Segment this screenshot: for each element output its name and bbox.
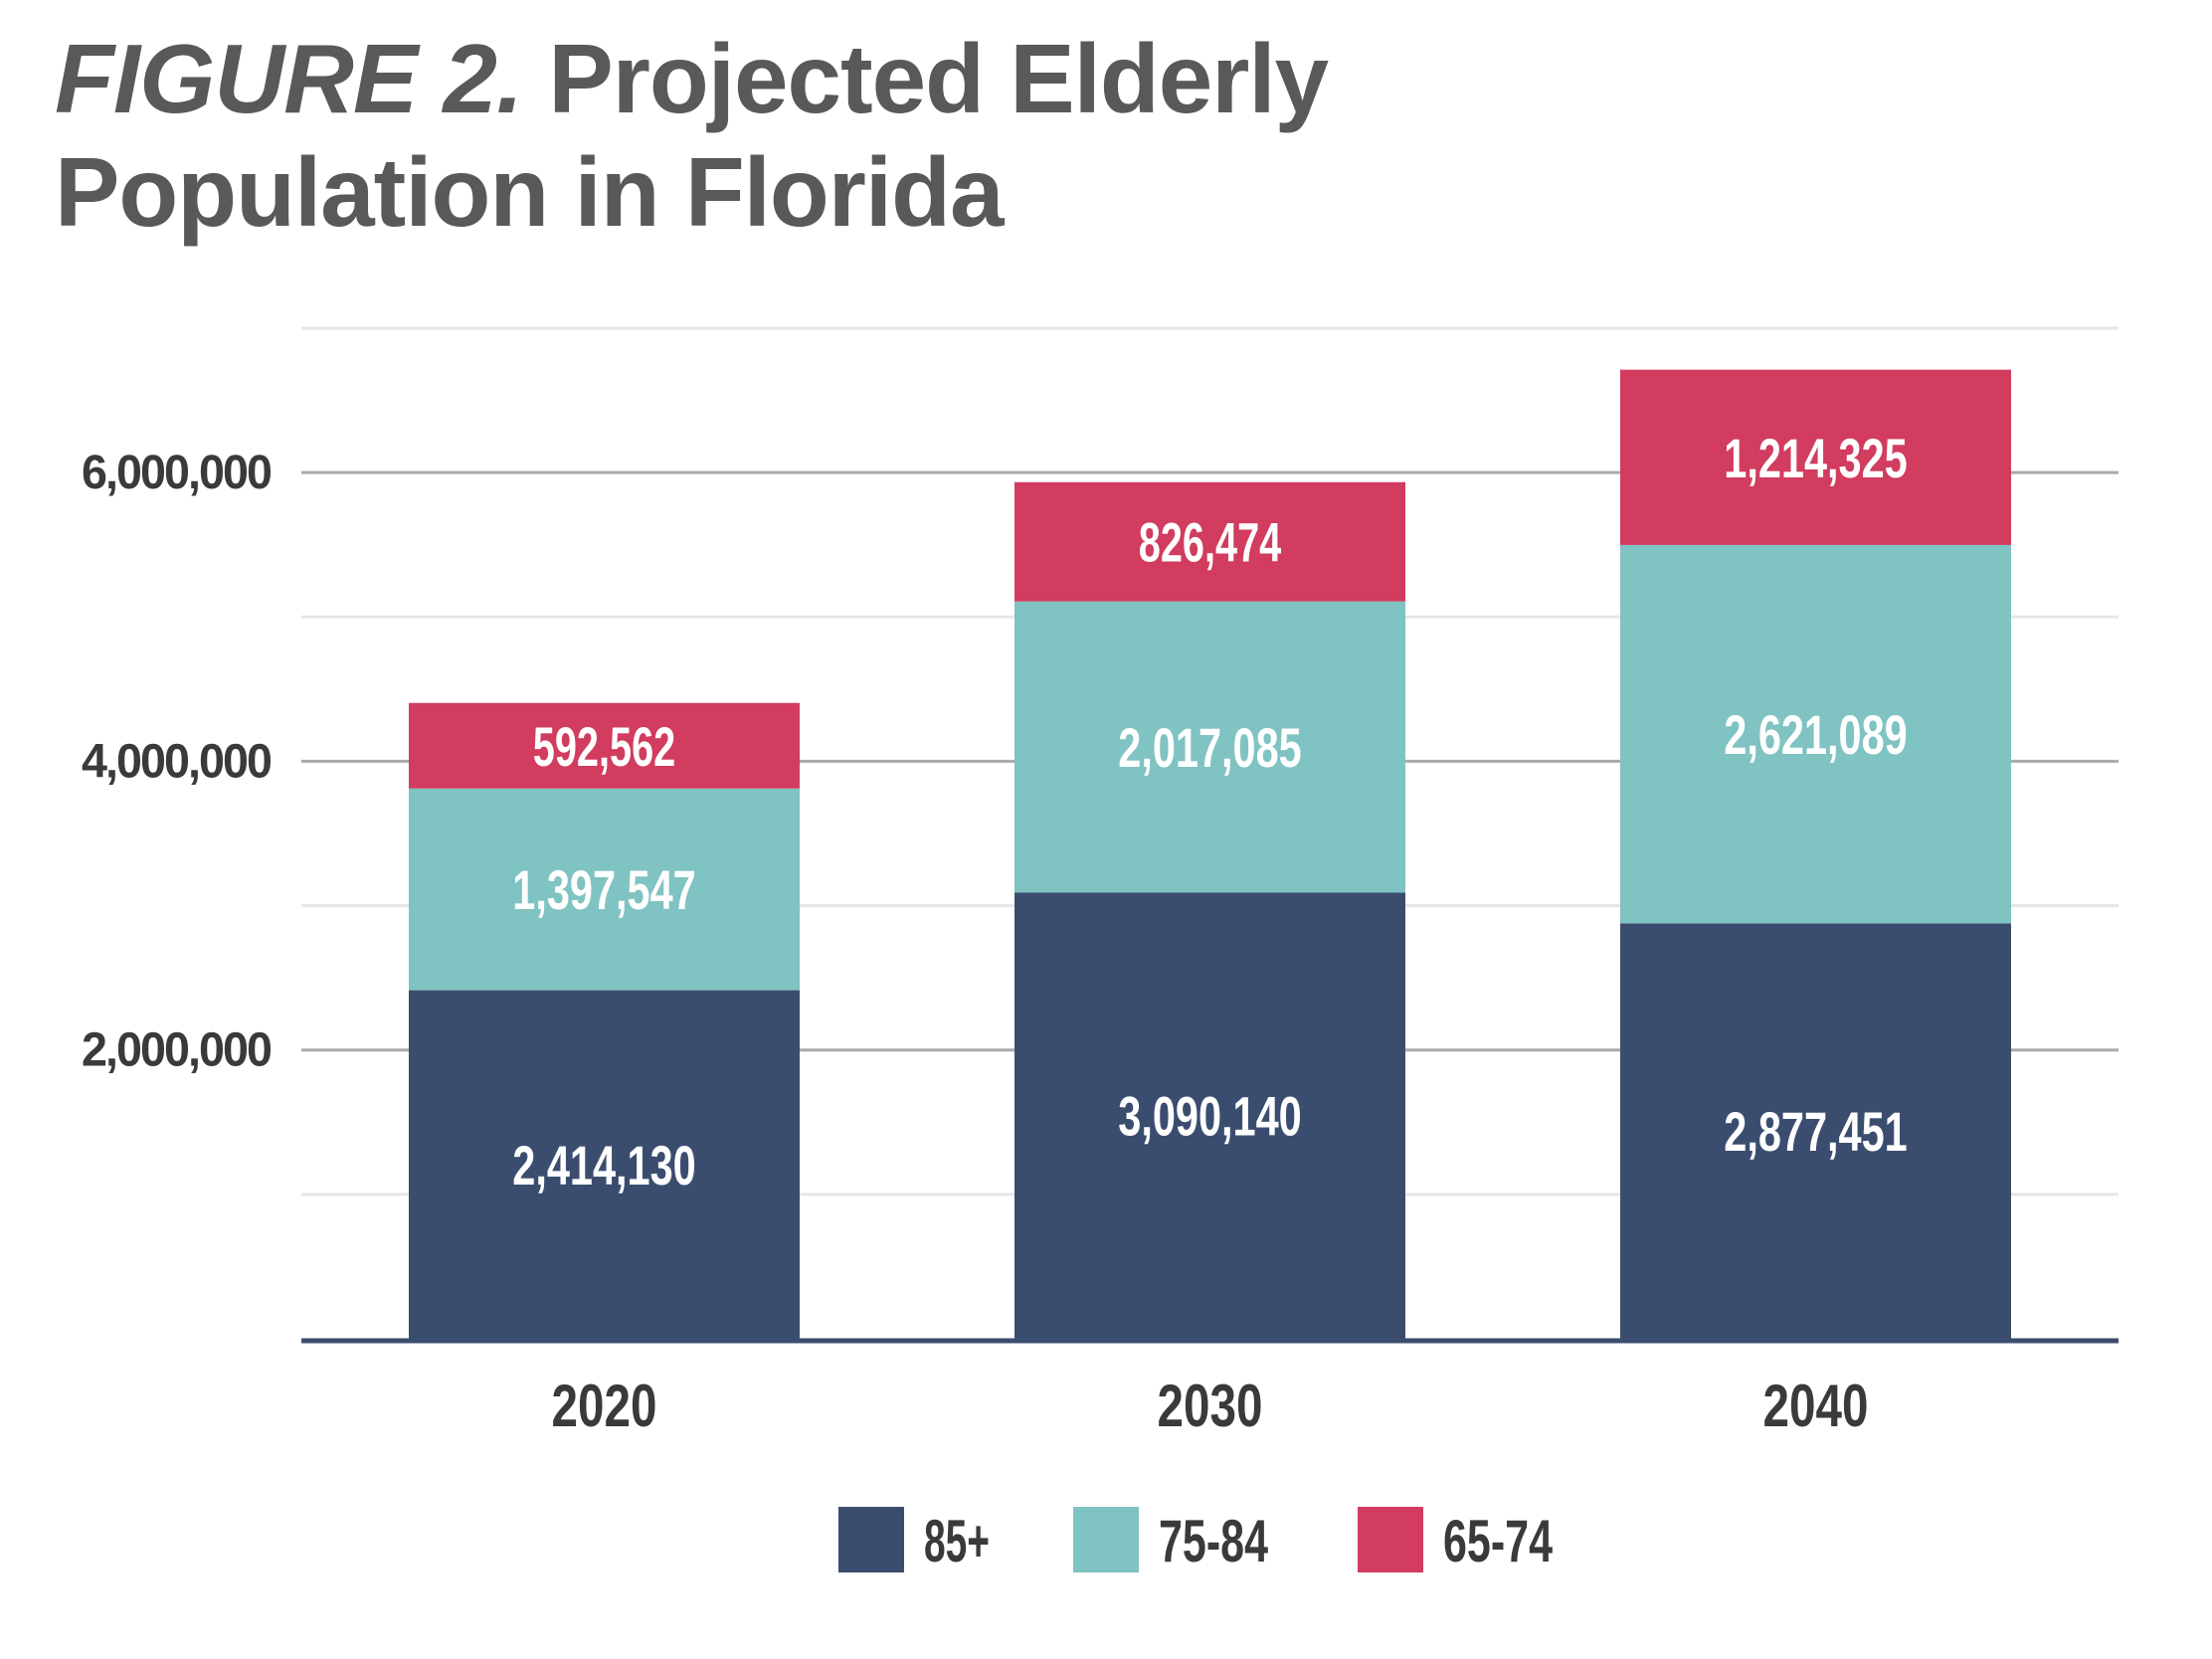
bar-segment-85+ (409, 990, 800, 1339)
legend-label: 65-74 (1443, 1508, 1553, 1574)
legend-swatch-75-84 (1073, 1507, 1139, 1572)
data-label: 2,621,089 (1724, 703, 1908, 766)
legend-label: 75-84 (1159, 1508, 1268, 1574)
data-label: 2,017,085 (1118, 716, 1302, 779)
data-label: 826,474 (1139, 511, 1282, 574)
bar-segment-65-74 (409, 702, 800, 789)
data-label: 1,214,325 (1724, 427, 1908, 489)
data-label: 2,414,130 (512, 1134, 696, 1197)
chart-title: FIGURE 2. Projected Elderly Population i… (55, 22, 1329, 249)
x-tick-label: 2030 (1158, 1373, 1263, 1439)
data-label: 2,877,451 (1724, 1100, 1908, 1163)
legend-label: 85+ (924, 1508, 990, 1574)
bar-segment-75-84 (1014, 601, 1405, 893)
legend-swatch-65-74 (1358, 1507, 1423, 1572)
title-line-1: Projected Elderly (548, 24, 1329, 133)
legend-swatch-85+ (838, 1507, 904, 1572)
data-label: 1,397,547 (512, 858, 696, 921)
y-tick-label: 2,000,000 (82, 1024, 271, 1077)
figure-number: FIGURE 2. (55, 24, 523, 133)
bar-segment-75-84 (1620, 544, 2011, 924)
title-line-2: Population in Florida (55, 137, 1005, 247)
x-tick-label: 2040 (1763, 1373, 1869, 1439)
y-tick-label: 6,000,000 (82, 447, 271, 499)
bar-segment-75-84 (409, 788, 800, 991)
bar-segment-85+ (1014, 892, 1405, 1339)
bar-segment-65-74 (1014, 481, 1405, 602)
bar-segment-85+ (1620, 923, 2011, 1339)
x-tick-label: 2020 (552, 1373, 657, 1439)
data-label: 3,090,140 (1118, 1085, 1302, 1148)
y-tick-label: 4,000,000 (82, 735, 271, 788)
bar-segment-65-74 (1620, 369, 2011, 545)
data-label: 592,562 (533, 715, 676, 778)
